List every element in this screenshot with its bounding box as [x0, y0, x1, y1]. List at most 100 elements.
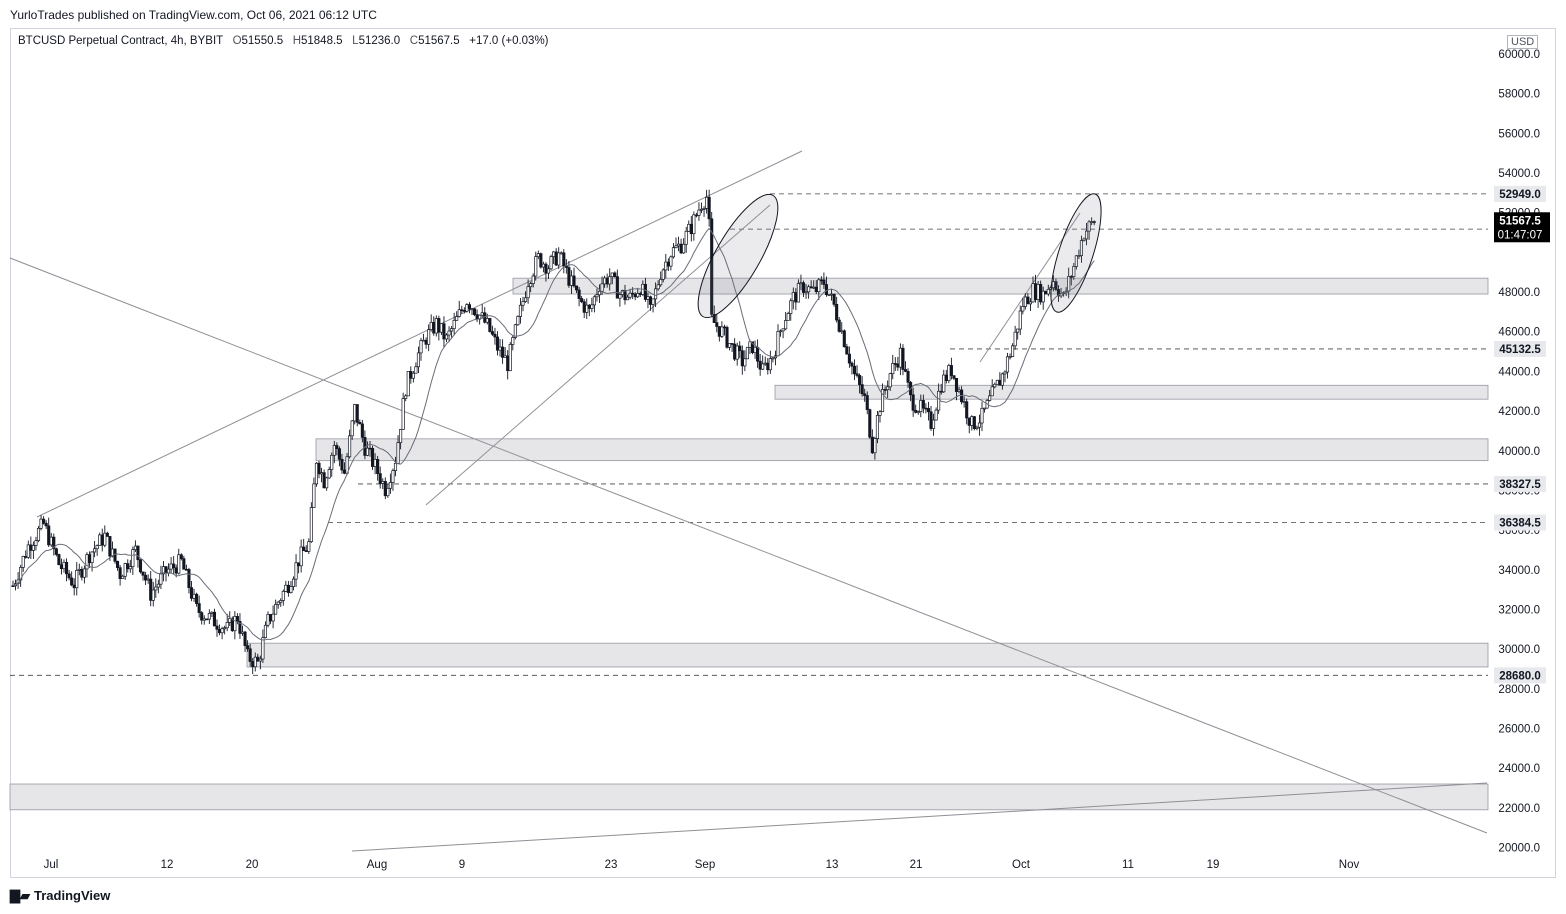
candle — [975, 425, 979, 431]
candle — [294, 554, 298, 587]
candle-body — [67, 573, 71, 579]
candle-body — [546, 268, 551, 274]
candle-body — [286, 584, 290, 593]
candle-body — [70, 577, 74, 586]
candle — [878, 410, 882, 423]
candle-body — [108, 536, 112, 557]
x-tick-label: Jul — [44, 859, 59, 871]
candle — [355, 404, 359, 427]
candle — [246, 640, 250, 652]
price-tag-text: 45132.5 — [1499, 344, 1541, 356]
candle — [26, 540, 30, 559]
candle-body — [1013, 331, 1017, 347]
candle-body — [597, 290, 602, 296]
candle — [1072, 262, 1076, 280]
y-tick-label: 54000.0 — [1498, 168, 1540, 180]
candle-body — [939, 390, 943, 393]
candle-body — [271, 613, 275, 622]
y-tick-label: 26000.0 — [1498, 723, 1540, 735]
candle-body — [707, 196, 711, 220]
candle-body — [562, 252, 566, 267]
candle — [404, 394, 408, 402]
candle-body — [419, 340, 423, 354]
candle-body — [1056, 289, 1061, 297]
legend-open: 51550.5 — [241, 35, 284, 47]
candle-body — [353, 404, 357, 422]
candle — [128, 559, 132, 573]
candle-body — [1084, 230, 1089, 240]
candle-body — [358, 422, 362, 425]
candle — [636, 287, 640, 299]
candle — [371, 445, 375, 470]
candle-body — [128, 566, 132, 570]
candle-body — [1087, 221, 1091, 232]
candle — [735, 342, 739, 366]
candle — [325, 476, 329, 491]
zone-3 — [246, 642, 1489, 668]
candle-body — [378, 473, 382, 484]
candle-body — [164, 566, 168, 574]
candle-body — [661, 269, 665, 280]
candle-body — [684, 230, 688, 245]
zone-1 — [774, 384, 1489, 400]
candle-body — [294, 562, 298, 580]
candle-body — [880, 389, 885, 413]
candle-body — [957, 389, 961, 392]
candle — [837, 317, 841, 333]
candle — [1011, 343, 1015, 358]
candle — [982, 407, 987, 413]
candle-body — [888, 373, 892, 388]
candle-body — [898, 347, 902, 368]
price-tag-3: 38327.5 — [1494, 475, 1546, 492]
y-tick-label: 22000.0 — [1498, 803, 1540, 815]
x-tick-label: 13 — [826, 859, 839, 871]
candle — [286, 580, 290, 597]
candle — [916, 410, 920, 415]
candle-body — [460, 309, 464, 312]
candle — [126, 559, 130, 573]
candle — [414, 362, 418, 374]
currency-button[interactable]: USD — [1507, 35, 1539, 49]
candle — [1041, 286, 1045, 310]
candle — [995, 379, 999, 385]
candle — [197, 595, 201, 618]
candle — [67, 569, 71, 581]
candle — [847, 346, 851, 368]
candle — [167, 563, 171, 577]
candle-body — [613, 272, 617, 277]
candle — [766, 357, 770, 375]
candle-body — [444, 334, 449, 340]
candle — [87, 551, 92, 568]
tradingview-logo[interactable]: ▇▰ TradingView — [10, 888, 110, 904]
candle — [314, 462, 319, 487]
candle — [118, 565, 122, 586]
candle-body — [1054, 281, 1058, 290]
candle — [646, 292, 650, 309]
candle — [733, 338, 737, 362]
candle — [271, 605, 275, 629]
candle — [832, 293, 836, 307]
candle-body — [396, 442, 400, 464]
candle-body — [567, 267, 571, 286]
candle-body — [57, 554, 61, 566]
candle-body — [727, 343, 732, 348]
candle-body — [585, 304, 589, 313]
candle — [546, 265, 551, 280]
candle-body — [85, 554, 89, 570]
candle — [44, 520, 48, 530]
candle-body — [733, 343, 737, 360]
candle-body — [883, 389, 887, 391]
candle-body — [931, 419, 936, 429]
candle-body — [952, 375, 956, 379]
candle — [949, 357, 953, 380]
candle-body — [439, 323, 443, 333]
candle — [450, 326, 454, 339]
price-tag-text: 38327.5 — [1499, 479, 1541, 491]
zone-4 — [9, 783, 1489, 811]
candle-body — [710, 218, 714, 315]
candle-body — [659, 278, 663, 286]
candle-body — [587, 304, 591, 309]
candle — [29, 536, 33, 560]
candle — [725, 325, 729, 349]
